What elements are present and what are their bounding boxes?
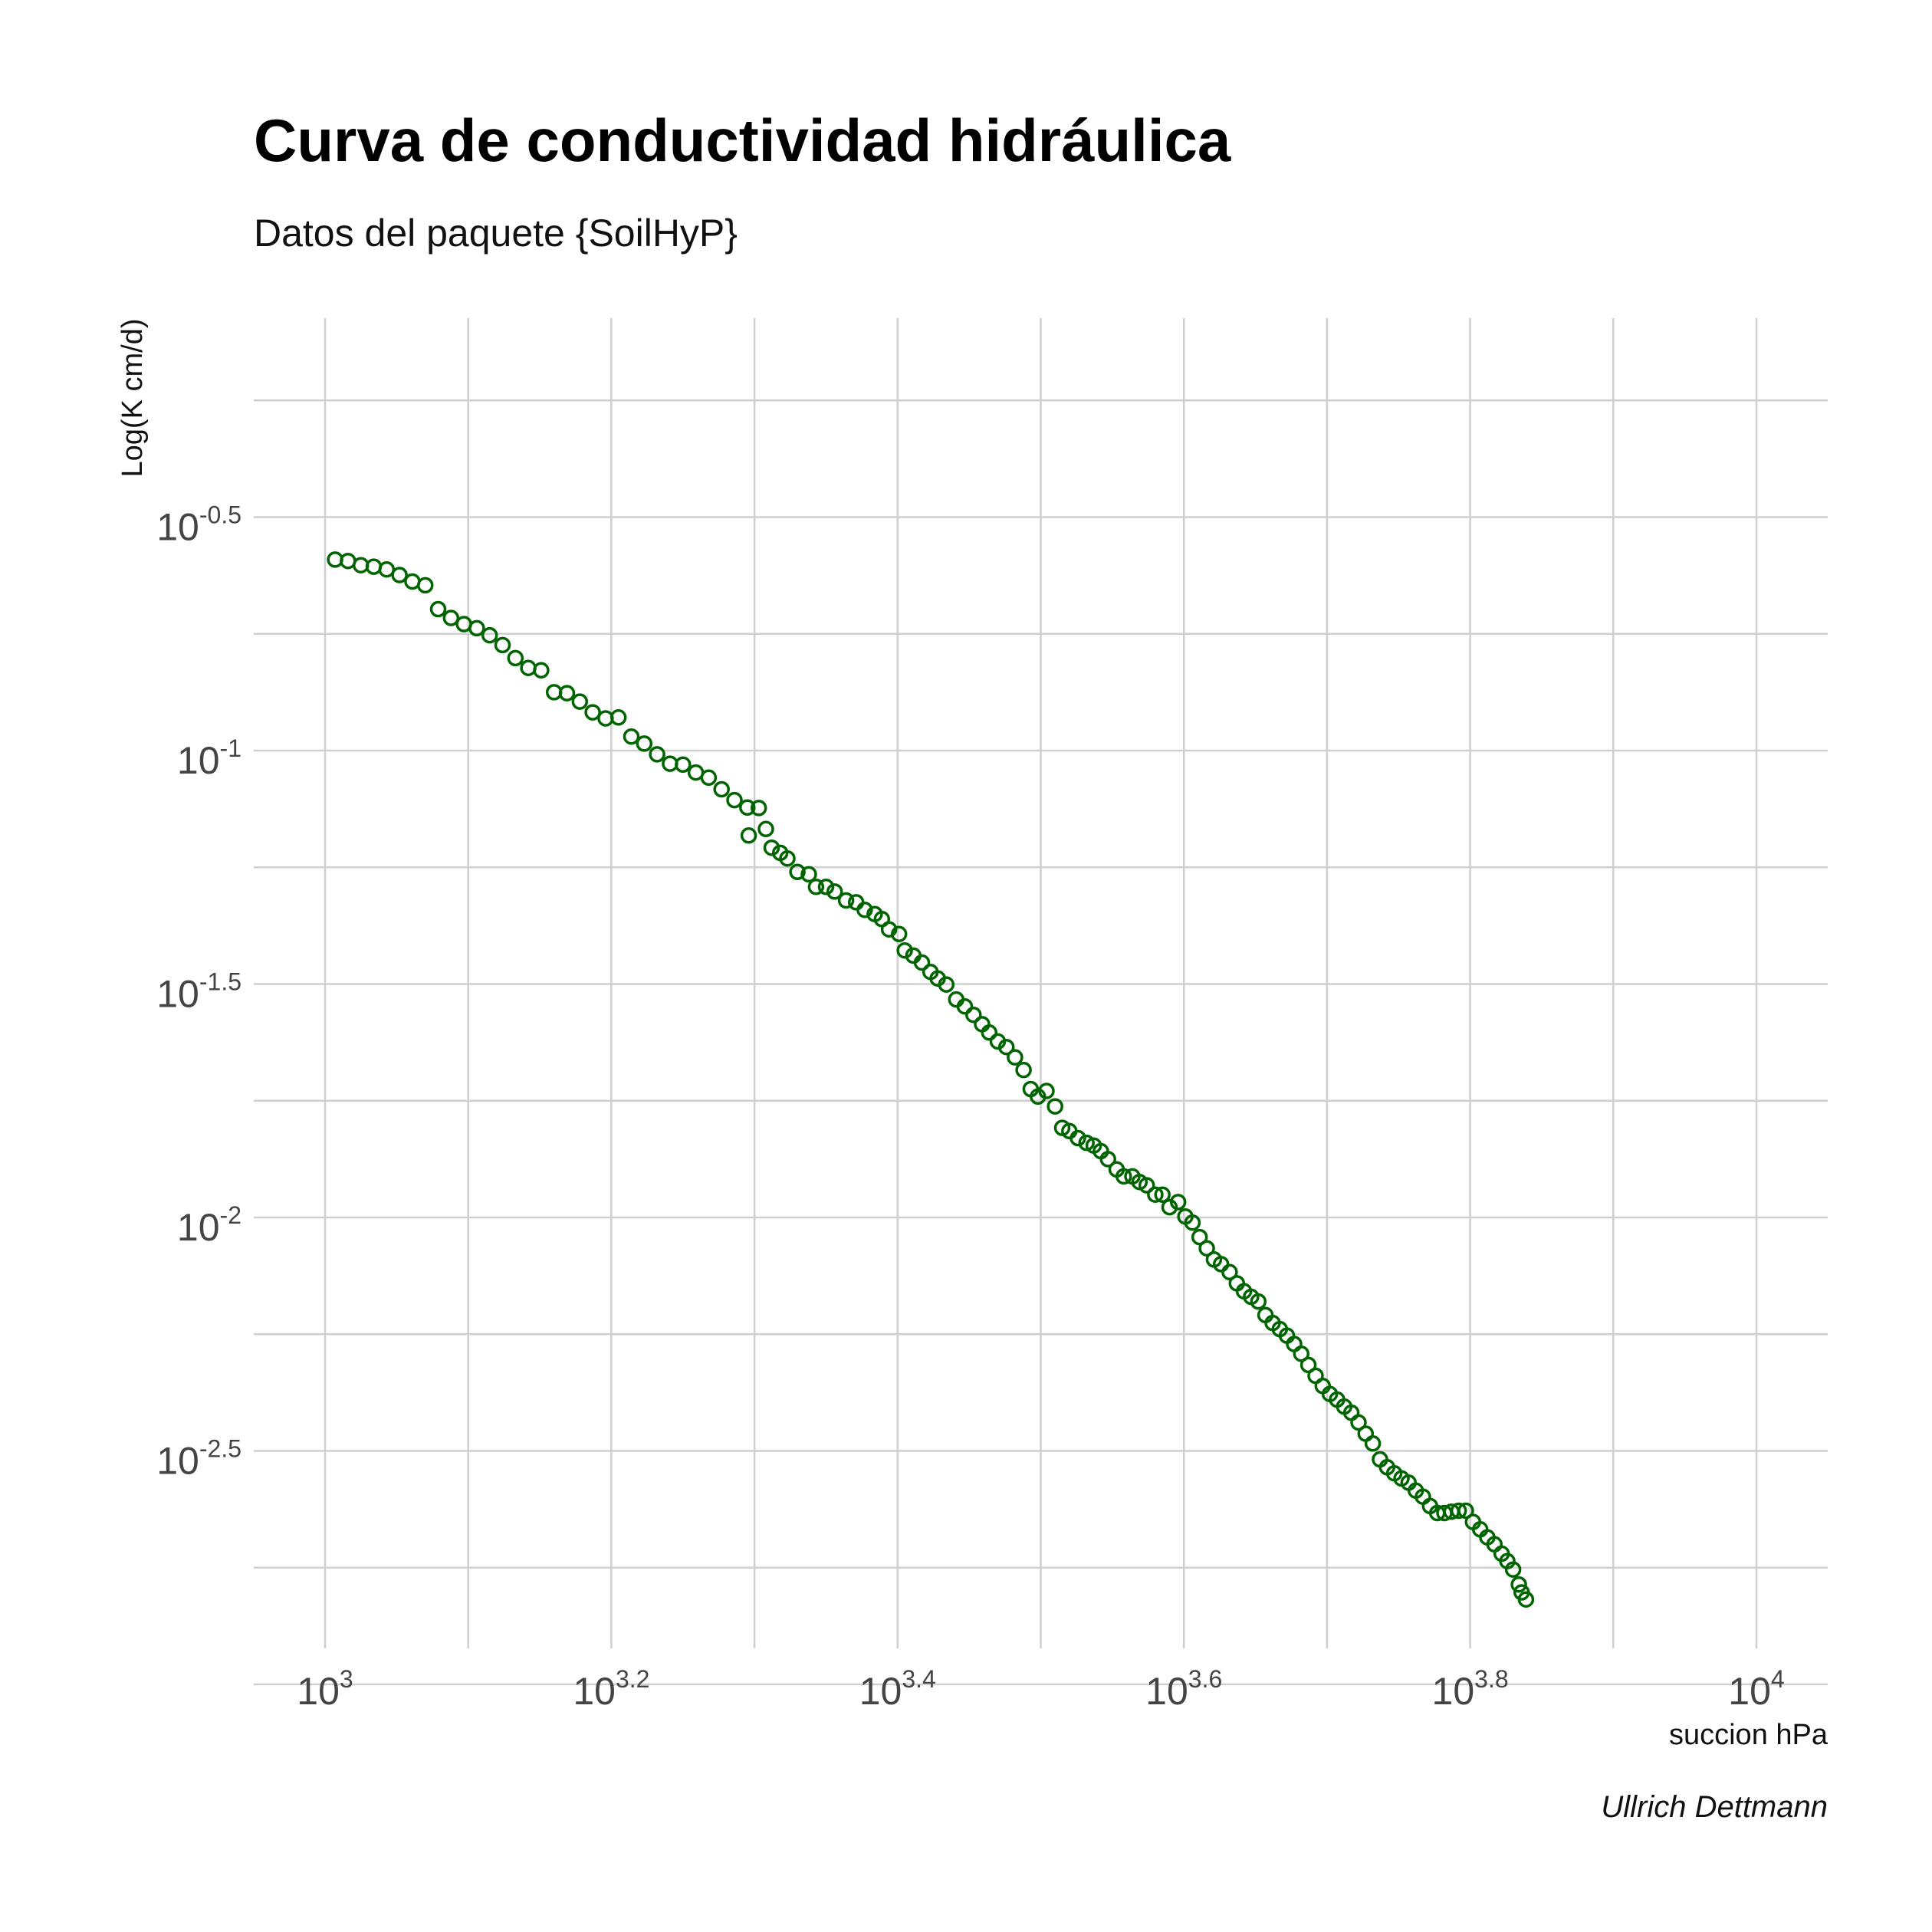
data-point	[636, 735, 653, 752]
grid-lines	[254, 318, 1828, 1686]
data-point	[779, 849, 796, 867]
data-point	[726, 791, 743, 809]
y-tick-label: 10-1	[177, 734, 242, 782]
data-point	[675, 756, 692, 774]
data-point	[763, 839, 780, 856]
x-tick-label: 103	[297, 1665, 353, 1713]
data-point	[1154, 1186, 1171, 1203]
data-point	[847, 894, 865, 911]
data-point	[520, 659, 537, 676]
data-point	[740, 827, 757, 844]
y-tick-label: 10-1.5	[156, 968, 242, 1016]
data-point	[981, 1024, 998, 1041]
data-point	[1198, 1240, 1215, 1257]
x-tick-label: 104	[1728, 1665, 1784, 1713]
data-point	[1099, 1151, 1116, 1168]
data-point	[757, 820, 774, 838]
data-point	[1357, 1425, 1375, 1442]
data-point	[713, 780, 730, 798]
chart-title: Curva de conductividad hidráulica	[254, 107, 1231, 174]
data-point	[997, 1038, 1015, 1056]
data-point	[1007, 1049, 1024, 1066]
data-point	[750, 800, 767, 816]
data-point	[890, 925, 908, 943]
chart-caption: Ullrich Dettmann	[1601, 1790, 1828, 1824]
data-point	[1015, 1061, 1032, 1079]
data-point	[416, 577, 434, 594]
data-point	[391, 567, 408, 583]
data-point	[1457, 1502, 1474, 1520]
data-point	[1191, 1228, 1208, 1246]
data-point	[1250, 1293, 1267, 1310]
data-point	[1070, 1129, 1086, 1147]
data-point	[1116, 1168, 1132, 1185]
data-point	[938, 976, 955, 993]
data-point	[956, 997, 974, 1015]
data-point	[700, 769, 718, 787]
data-point	[584, 704, 601, 721]
y-tick-label: 10-0.5	[156, 501, 242, 549]
data-point	[1364, 1435, 1382, 1452]
data-point	[1078, 1134, 1095, 1152]
x-axis-title: succion hPa	[1669, 1719, 1829, 1751]
data-point	[533, 662, 550, 679]
data-point	[481, 626, 498, 644]
y-tick-label: 10-2.5	[156, 1435, 242, 1483]
data-point	[1517, 1591, 1535, 1608]
data-point	[1293, 1346, 1310, 1362]
y-tick-label: 10-2	[177, 1201, 242, 1249]
data-point	[468, 619, 485, 637]
data-point	[800, 866, 817, 883]
data-point	[1450, 1502, 1467, 1520]
x-tick-label: 103.6	[1145, 1665, 1222, 1713]
data-point	[1510, 1576, 1527, 1593]
x-tick-labels: 103 103.2 103.4 103.6 103.8 104	[297, 1665, 1784, 1713]
data-point	[817, 879, 835, 895]
data-point	[789, 863, 806, 881]
data-point	[1350, 1414, 1367, 1431]
x-tick-label: 103.8	[1432, 1665, 1509, 1713]
x-tick-label: 103.2	[573, 1665, 649, 1713]
data-point	[1046, 1098, 1063, 1115]
data-point	[1147, 1186, 1164, 1203]
y-axis-title: Log(K cm/d)	[117, 319, 149, 478]
data-point	[1038, 1083, 1055, 1099]
data-point	[494, 636, 511, 654]
data-point	[1221, 1263, 1238, 1281]
data-point	[649, 746, 665, 763]
data-point	[558, 685, 576, 702]
y-tick-labels: 10-0.5 10-1 10-1.5 10-2 10-2.5	[156, 501, 242, 1483]
data-point	[507, 649, 524, 667]
data-point	[896, 941, 913, 959]
data-point	[429, 600, 447, 618]
chart-subtitle: Datos del paquete {SoilHyP}	[254, 212, 738, 255]
data-point	[837, 892, 855, 909]
data-point	[1169, 1194, 1187, 1211]
data-point	[807, 879, 825, 895]
data-point	[856, 901, 873, 918]
data-point	[1504, 1561, 1522, 1578]
data-point	[442, 610, 460, 626]
data-point	[826, 883, 843, 900]
x-tick-label: 103.4	[859, 1665, 936, 1713]
data-point	[965, 1006, 982, 1024]
data-point	[1184, 1214, 1201, 1231]
data-point	[739, 799, 756, 816]
data-point	[1138, 1177, 1155, 1194]
data-point	[610, 709, 627, 726]
data-point	[571, 693, 589, 710]
data-points	[327, 551, 1535, 1608]
data-point	[1161, 1198, 1178, 1216]
data-point	[913, 954, 931, 971]
data-point	[623, 728, 640, 745]
